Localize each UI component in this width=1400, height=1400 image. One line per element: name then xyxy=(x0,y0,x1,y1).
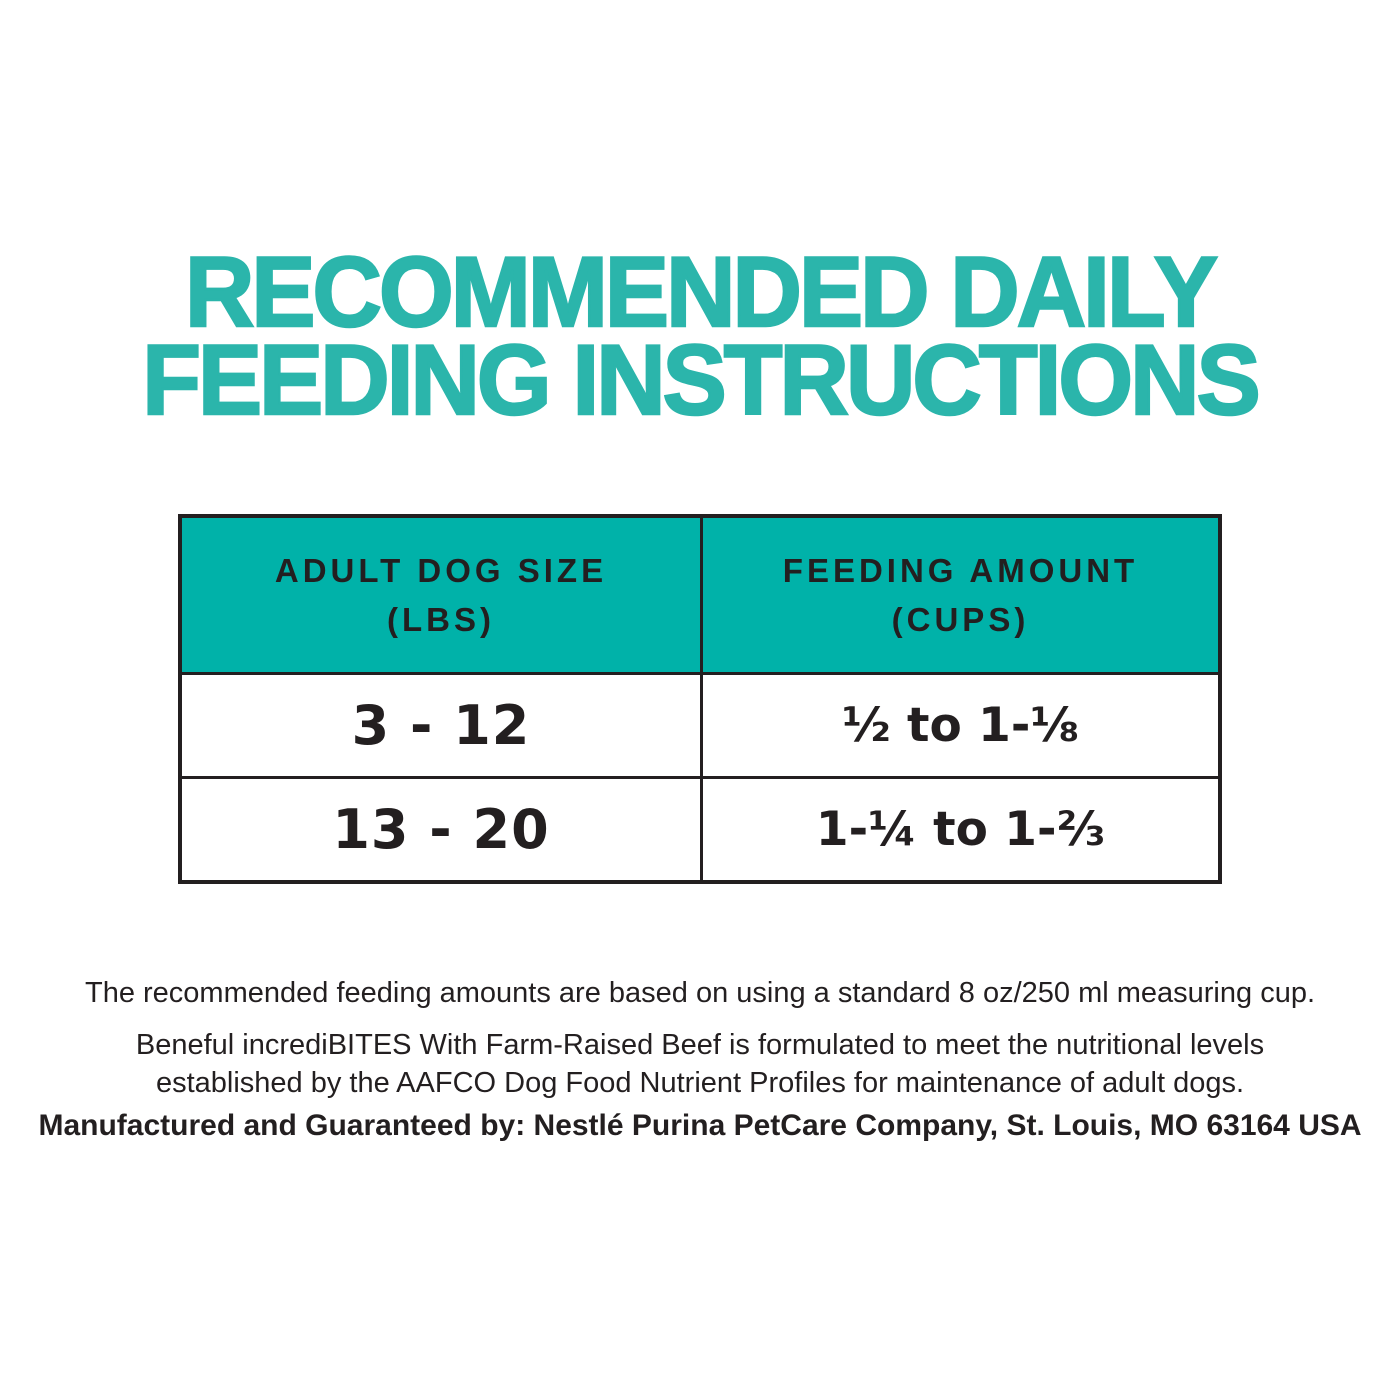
feeding-amount-header-label: FEEDING AMOUNT xyxy=(782,551,1139,589)
table-header-dog-size: ADULT DOG SIZE (LBS) xyxy=(182,518,700,672)
dog-size-cell: 3 - 12 xyxy=(182,675,700,776)
note-aafco-line-1: Beneful incrediBITES With Farm-Raised Be… xyxy=(135,1029,1265,1061)
table-header-feeding-amount: FEEDING AMOUNT (CUPS) xyxy=(700,518,1218,672)
page-title-line-1: RECOMMENDED DAILY xyxy=(184,236,1219,347)
note-manufacturer: Manufactured and Guaranteed by: Nestlé P… xyxy=(38,1109,1362,1142)
feeding-table-header-row: ADULT DOG SIZE (LBS) FEEDING AMOUNT (CUP… xyxy=(182,518,1218,672)
note-aafco-line-2: established by the AAFCO Dog Food Nutrie… xyxy=(155,1067,1245,1100)
feeding-amount-cell: ½ to 1-⅛ xyxy=(700,675,1218,776)
feeding-table: ADULT DOG SIZE (LBS) FEEDING AMOUNT (CUP… xyxy=(178,514,1222,884)
feeding-amount-cell: 1-¼ to 1-⅔ xyxy=(700,779,1218,880)
dog-size-value: 13 - 20 xyxy=(332,798,550,861)
note-measuring-cup: The recommended feeding amounts are base… xyxy=(84,977,1316,1009)
dog-size-value: 3 - 12 xyxy=(351,694,531,757)
dog-size-header-unit: (LBS) xyxy=(387,601,495,638)
page-title-line-2: FEEDING INSTRUCTIONS xyxy=(141,324,1262,436)
note-aafco: Beneful incrediBITES With Farm-Raised Be… xyxy=(0,1026,1400,1103)
table-row: 13 - 20 1-¼ to 1-⅔ xyxy=(182,776,1218,880)
dog-size-cell: 13 - 20 xyxy=(182,779,700,880)
feeding-amount-header-unit: (CUPS) xyxy=(891,601,1030,638)
feeding-amount-value: ½ to 1-⅛ xyxy=(842,698,1079,753)
dog-size-header-label: ADULT DOG SIZE xyxy=(274,551,608,589)
feeding-amount-value: 1-¼ to 1-⅔ xyxy=(815,802,1106,857)
page-title: RECOMMENDED DAILY FEEDING INSTRUCTIONS xyxy=(21,236,1379,436)
table-row: 3 - 12 ½ to 1-⅛ xyxy=(182,672,1218,776)
